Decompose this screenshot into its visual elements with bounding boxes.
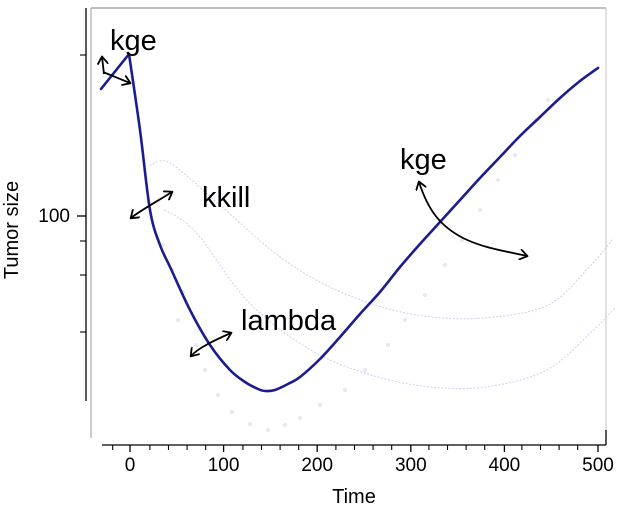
svg-text:100: 100 [208,455,240,476]
svg-text:500: 500 [582,455,614,476]
svg-text:Time: Time [332,486,376,508]
svg-text:kge: kge [400,144,447,176]
svg-text:kge: kge [110,25,157,57]
svg-text:200: 200 [301,455,333,476]
svg-text:lambda: lambda [241,305,337,337]
svg-text:Tumor size: Tumor size [1,181,23,279]
svg-text:300: 300 [395,455,427,476]
svg-text:kkill: kkill [202,182,250,214]
svg-text:400: 400 [489,455,521,476]
svg-text:0: 0 [125,455,136,476]
svg-text:100: 100 [38,206,70,227]
